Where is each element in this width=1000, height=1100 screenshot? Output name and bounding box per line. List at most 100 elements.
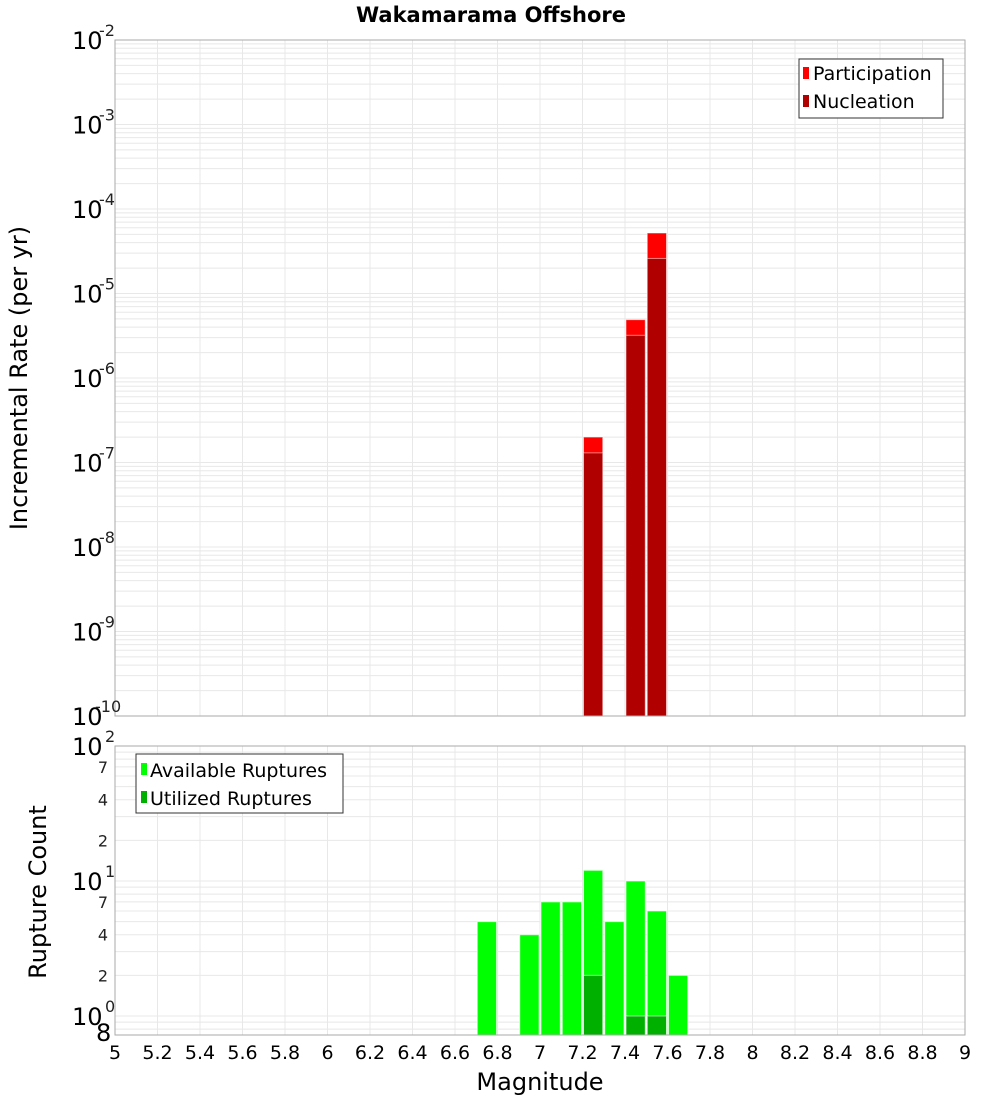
svg-text:-9: -9 [99, 613, 115, 632]
svg-text:-4: -4 [99, 190, 115, 209]
y-tick-label: 10-10 [72, 697, 121, 731]
svg-text:-10: -10 [95, 697, 121, 716]
top-grid [115, 40, 965, 717]
available-swatch-icon [141, 763, 147, 775]
svg-text:10: 10 [72, 112, 103, 140]
bar-available-ruptures [668, 974, 689, 1036]
x-tick-label: 6.8 [482, 1042, 512, 1064]
x-tick-label: 5 [109, 1042, 121, 1064]
x-tick-label: 7 [534, 1042, 546, 1064]
y-tick-label: 10-8 [72, 528, 115, 562]
y-minor-tick-label: 7 [98, 758, 108, 777]
svg-text:10: 10 [72, 450, 103, 478]
y-minor-tick-label: 7 [98, 893, 108, 912]
svg-text:-3: -3 [99, 106, 115, 125]
svg-text:1: 1 [105, 862, 115, 881]
x-tick-label: 5.8 [270, 1042, 300, 1064]
bottom-legend: Available Ruptures Utilized Ruptures [135, 753, 344, 814]
svg-text:-8: -8 [99, 528, 115, 547]
x-tick-label: 6 [321, 1042, 333, 1064]
x-tick-label: 7.2 [567, 1042, 597, 1064]
top-y-axis-label: Incremental Rate (per yr) [5, 226, 33, 530]
bar-utilized-ruptures [625, 1015, 646, 1036]
svg-text:10: 10 [72, 365, 103, 393]
x-tick-label: 5.6 [227, 1042, 257, 1064]
bar-nucleation [583, 452, 604, 717]
svg-text:10: 10 [72, 534, 103, 562]
top-legend-box [798, 58, 944, 119]
x-tick-label: 8.8 [907, 1042, 937, 1064]
nucleation-swatch-icon [803, 95, 809, 107]
x-tick-label: 8.2 [780, 1042, 810, 1064]
legend-participation: Participation [813, 63, 932, 85]
y-tick-label: 10 0 [72, 997, 115, 1031]
x-tick-label: 5.4 [185, 1042, 215, 1064]
y-tick-label: 10-5 [72, 275, 115, 309]
top-legend: Participation Nucleation [798, 58, 944, 119]
x-tick-label: 7.8 [695, 1042, 725, 1064]
top-y-axis-ticks: 10-210-310-410-510-610-710-810-910-10 [72, 21, 121, 731]
y-tick-label: 10 1 [72, 862, 115, 896]
y-tick-label: 10-6 [72, 359, 115, 393]
bottom-plot-frame [114, 745, 966, 1036]
y-tick-label: 10-9 [72, 613, 115, 647]
svg-text:10: 10 [72, 619, 103, 647]
x-tick-label: 8.4 [822, 1042, 852, 1064]
bar-available-ruptures [476, 921, 497, 1036]
x-tick-label: 7.4 [610, 1042, 640, 1064]
legend-available: Available Ruptures [150, 760, 327, 782]
y-minor-tick-label: 4 [98, 791, 108, 810]
svg-text:10: 10 [72, 703, 103, 731]
bar-nucleation [625, 334, 646, 717]
bar-utilized-ruptures [583, 974, 604, 1036]
y-tick-label: 10-7 [72, 444, 115, 478]
bar-nucleation [646, 257, 667, 717]
svg-text:10: 10 [72, 281, 103, 309]
svg-text:10: 10 [72, 868, 103, 896]
svg-text:0: 0 [105, 997, 115, 1016]
svg-text:10: 10 [72, 1003, 103, 1031]
y-tick-label: 10-3 [72, 106, 115, 140]
x-tick-label: 5.2 [142, 1042, 172, 1064]
bar-available-ruptures [519, 934, 540, 1036]
y-minor-tick-label: 2 [98, 831, 108, 850]
y-minor-tick-label: 4 [98, 926, 108, 945]
svg-text:10: 10 [72, 196, 103, 224]
x-tick-label: 6.2 [355, 1042, 385, 1064]
x-tick-label: 8 [746, 1042, 758, 1064]
bottom-legend-box [135, 753, 344, 814]
top-plot: 10-210-310-410-510-610-710-810-910-10 In… [5, 21, 966, 731]
bar-available-ruptures [561, 901, 582, 1036]
y-minor-tick-label: 2 [98, 966, 108, 985]
y-tick-label: 10-2 [72, 21, 115, 55]
bar-available-ruptures [625, 880, 646, 1036]
bar-utilized-ruptures [646, 1015, 667, 1036]
svg-text:-2: -2 [99, 21, 115, 40]
legend-utilized: Utilized Ruptures [150, 788, 312, 810]
x-tick-label: 7.6 [652, 1042, 682, 1064]
svg-text:-7: -7 [99, 444, 115, 463]
chart-title: Wakamarama Offshore [356, 3, 626, 27]
x-tick-label: 6.6 [440, 1042, 470, 1064]
participation-swatch-icon [803, 67, 809, 79]
x-tick-label: 6.4 [397, 1042, 427, 1064]
x-tick-label: 8.6 [865, 1042, 895, 1064]
bottom-y-axis-label: Rupture Count [24, 805, 52, 979]
y-tick-label: 10-4 [72, 190, 115, 224]
bottom-grid [115, 746, 965, 1035]
utilized-swatch-icon [141, 791, 147, 803]
y-minor-tick-label: 8 [96, 1019, 111, 1047]
svg-text:10: 10 [72, 27, 103, 55]
top-bars [583, 232, 667, 717]
x-axis-ticks: 5 5.2 5.4 5.6 5.8 6 6.2 6.4 6.6 6.8 7 7.2 7.4 7.6 7.8 8… [109, 1042, 971, 1064]
x-axis-label: Magnitude [476, 1068, 603, 1096]
x-tick-label: 9 [959, 1042, 971, 1064]
legend-nucleation: Nucleation [813, 91, 915, 113]
bar-available-ruptures [540, 901, 561, 1036]
svg-text:-6: -6 [99, 359, 115, 378]
svg-text:2: 2 [105, 727, 115, 746]
svg-text:10: 10 [72, 733, 103, 761]
